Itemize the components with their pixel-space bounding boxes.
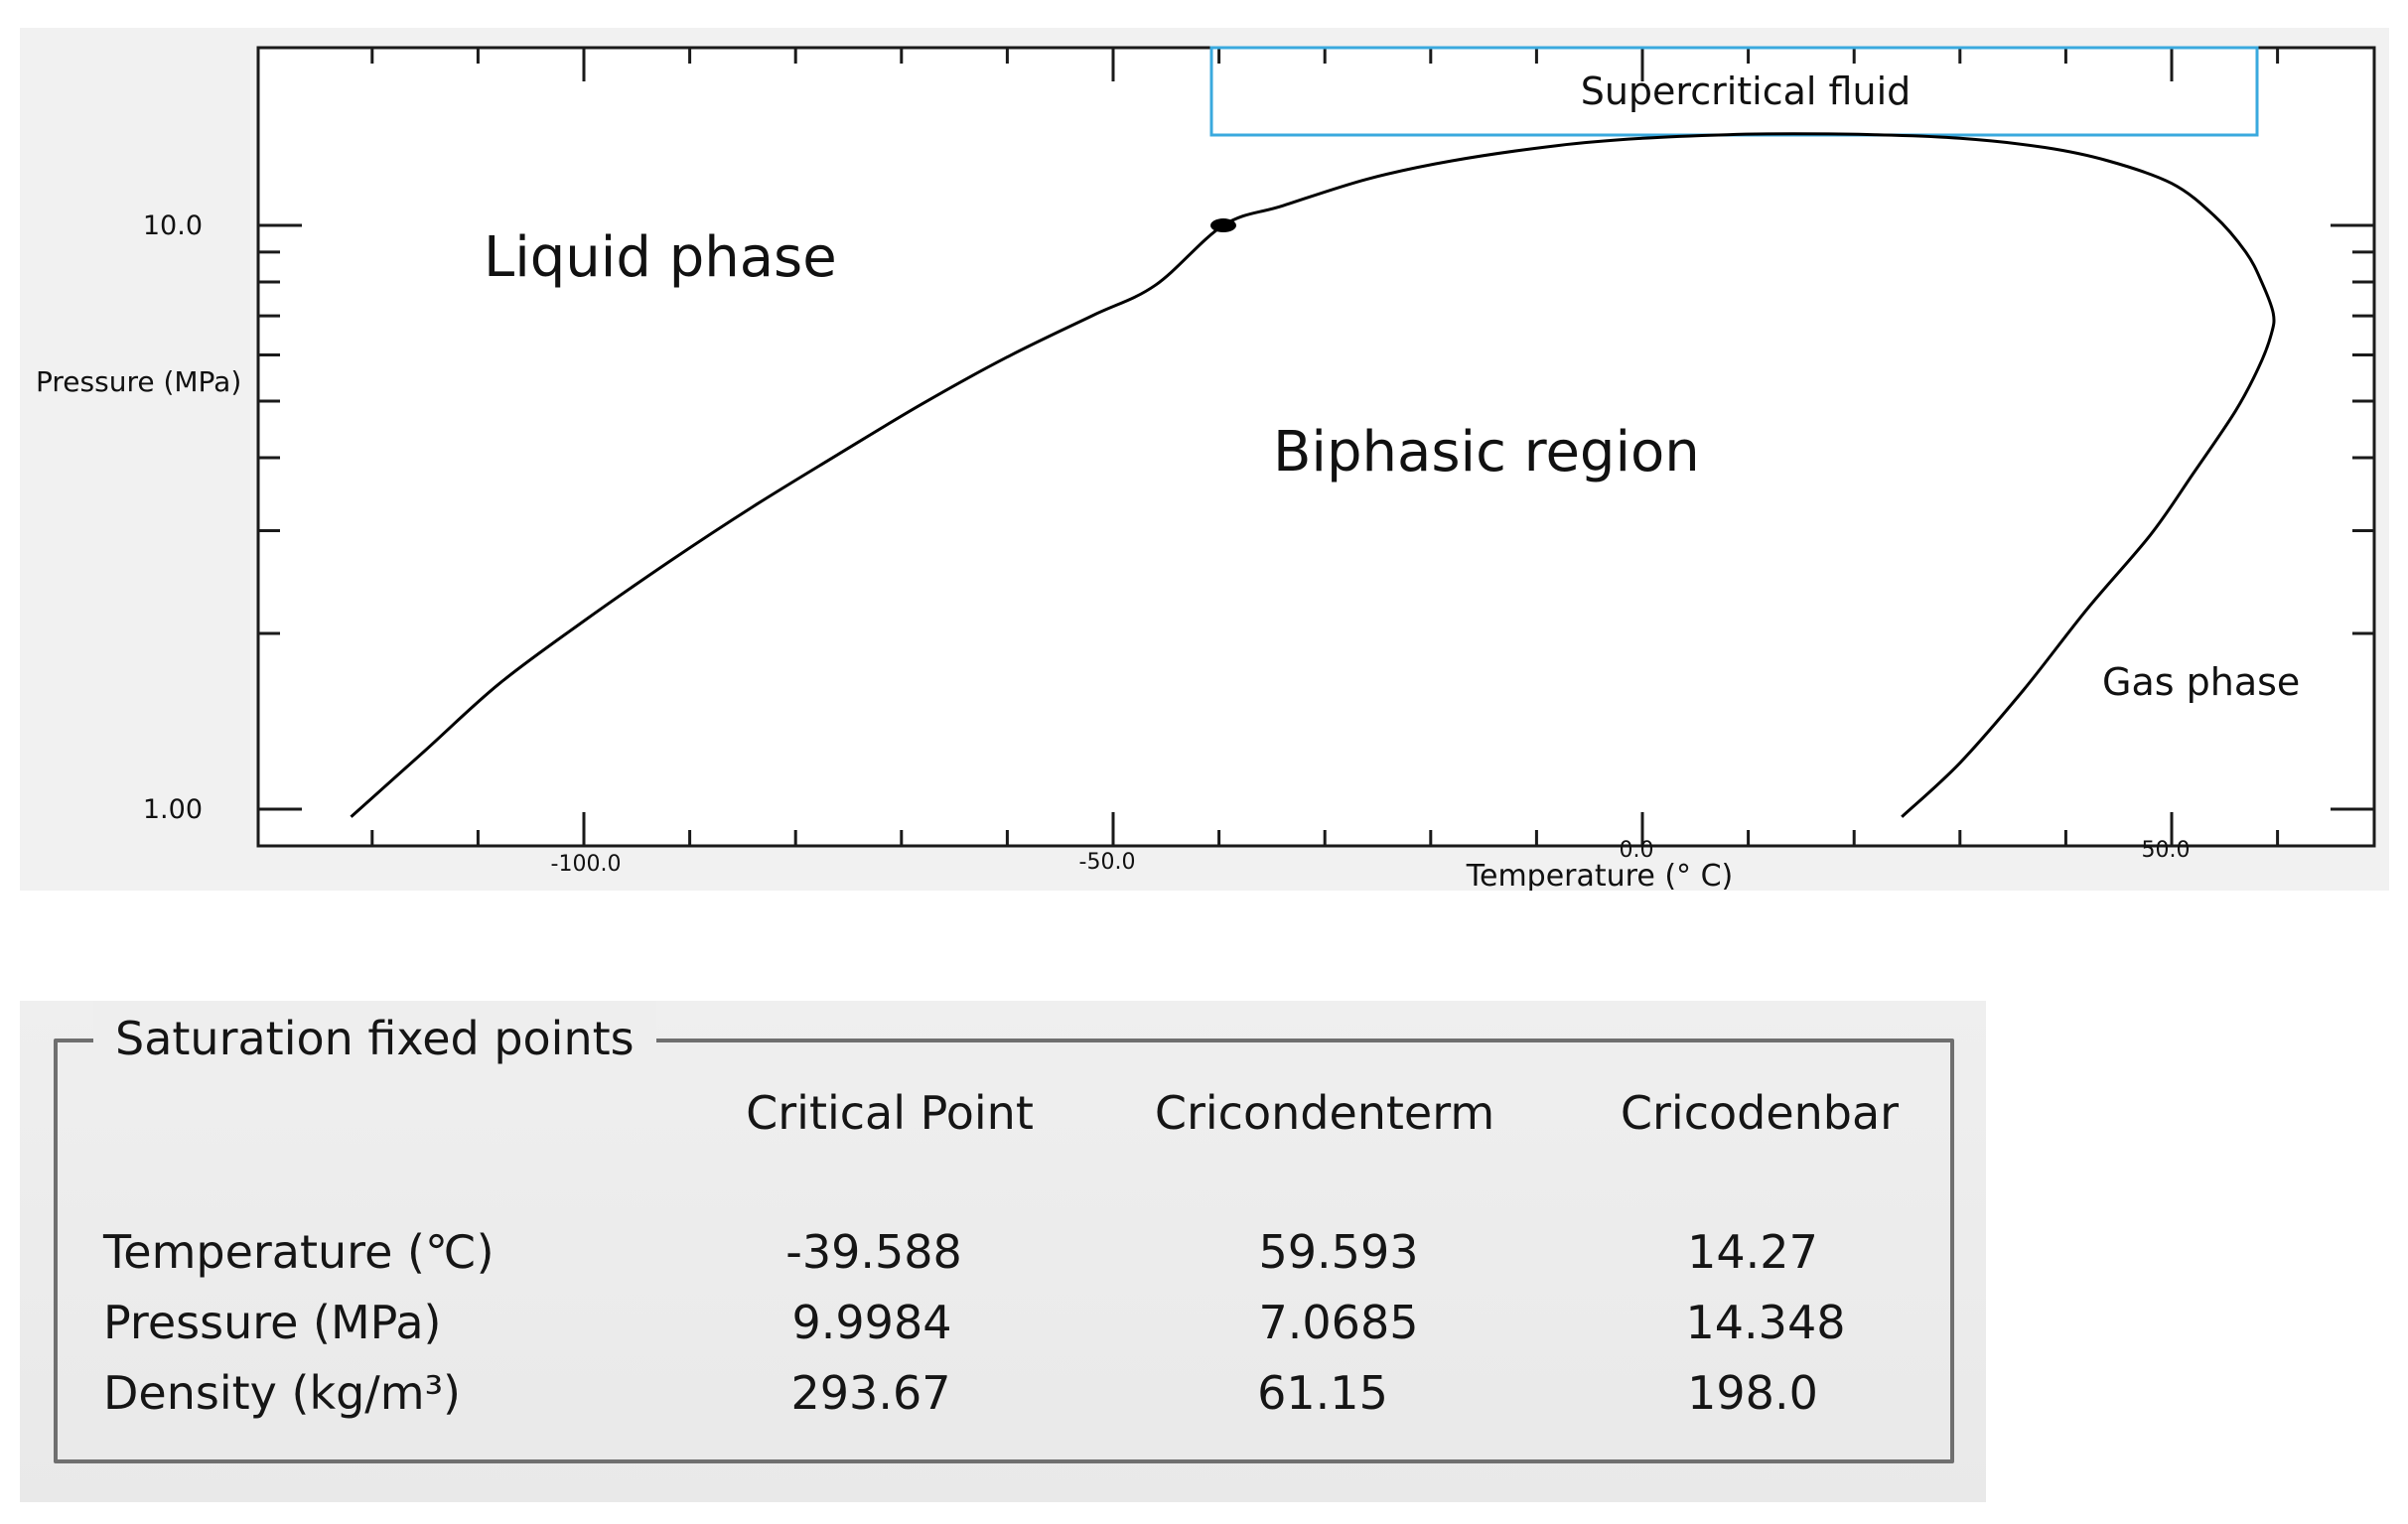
row-label-density: Density (kg/m³)	[103, 1366, 461, 1420]
cell-density-cricondenterm: 61.15	[1257, 1366, 1388, 1420]
group-title: Saturation fixed points	[93, 1001, 656, 1076]
liquid-phase-label: Liquid phase	[484, 225, 837, 290]
y-tick-label: 1.00	[143, 794, 203, 825]
plot-area	[256, 46, 2376, 848]
row-label-temperature: Temperature (℃)	[103, 1225, 495, 1279]
phase-envelope-line	[350, 132, 2276, 818]
phase-envelope-chart-panel: -100.0 -50.0 0.0 50.0 1.00 10.0 Supercritica…	[20, 28, 2389, 891]
x-tick-label: -100.0	[551, 852, 622, 877]
column-header-cricodenbar: Cricodenbar	[1620, 1086, 1900, 1140]
gas-phase-label: Gas phase	[2102, 660, 2300, 704]
y-tick-label: 10.0	[143, 210, 203, 241]
column-header-critical-point: Critical Point	[746, 1086, 1034, 1140]
row-label-pressure: Pressure (MPa)	[103, 1296, 442, 1349]
cell-pressure-cricondenterm: 7.0685	[1258, 1296, 1419, 1349]
fixed-points-group-box	[54, 1039, 1954, 1463]
cell-temperature-cricondenterm: 59.593	[1258, 1225, 1419, 1279]
x-tick-label: 0.0	[1620, 838, 1654, 863]
y-axis-label: Pressure (MPa)	[36, 365, 241, 398]
cell-temperature-cricodenbar: 14.27	[1687, 1225, 1818, 1279]
biphasic-region-label: Biphasic region	[1273, 420, 1700, 485]
critical-point-marker	[1209, 218, 1236, 233]
x-axis-label: Temperature (° C)	[1466, 859, 1733, 891]
cell-pressure-cricodenbar: 14.348	[1685, 1296, 1846, 1349]
supercritical-fluid-label: Supercritical fluid	[1581, 69, 1912, 113]
cell-temperature-critical-point: -39.588	[785, 1225, 962, 1279]
phase-envelope-chart: -100.0 -50.0 0.0 50.0 1.00 10.0 Supercritica…	[36, 46, 2376, 891]
x-tick-label: -50.0	[1079, 850, 1136, 875]
saturation-fixed-points-panel: Saturation fixed points Critical Point C…	[20, 1001, 1986, 1502]
cell-density-cricodenbar: 198.0	[1687, 1366, 1818, 1420]
x-tick-label: 50.0	[2142, 838, 2191, 863]
cell-pressure-critical-point: 9.9984	[791, 1296, 952, 1349]
cell-density-critical-point: 293.67	[790, 1366, 951, 1420]
column-header-cricondenterm: Cricondenterm	[1154, 1086, 1495, 1140]
